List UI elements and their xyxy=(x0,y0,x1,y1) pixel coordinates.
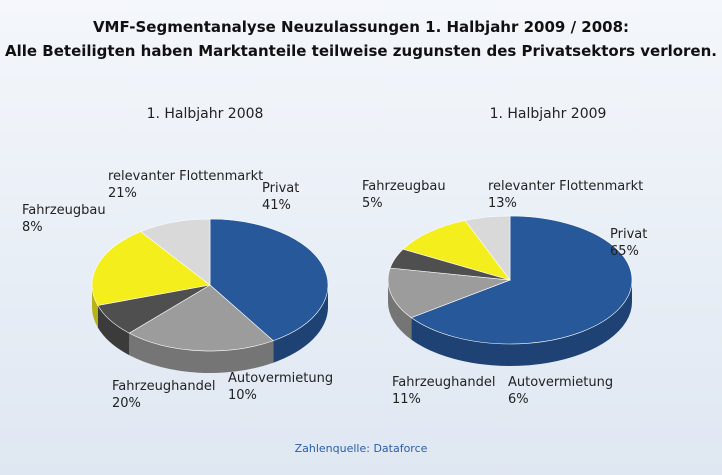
slice-label: Privat xyxy=(610,227,647,242)
slice-label: Fahrzeughandel xyxy=(392,375,495,390)
slice-side xyxy=(129,333,274,374)
slice-label: Privat xyxy=(262,181,299,196)
slice-value-label: 13% xyxy=(488,196,517,211)
slice-label: Fahrzeugbau xyxy=(22,203,106,218)
pie-slice xyxy=(464,215,511,281)
pie-slice xyxy=(128,284,274,352)
slice-side xyxy=(273,285,328,363)
page-subtitle: Alle Beteiligten haben Marktanteile teil… xyxy=(5,42,717,60)
slice-value-label: 10% xyxy=(228,388,257,403)
slice-label: Autovermietung xyxy=(508,375,613,390)
slice-label: Fahrzeughandel xyxy=(112,379,215,394)
slice-value-label: 6% xyxy=(508,392,529,407)
page-title: VMF-Segmentanalyse Neuzulassungen 1. Hal… xyxy=(93,18,629,36)
slice-label: relevanter Flottenmarkt xyxy=(108,169,263,184)
slice-label: Autovermietung xyxy=(228,371,333,386)
slice-side-shade xyxy=(97,305,130,356)
slice-side-shade xyxy=(129,333,274,374)
slice-value-label: 11% xyxy=(392,392,421,407)
slice-value-label: 8% xyxy=(22,220,43,235)
pie-slice xyxy=(402,220,511,281)
pie-slice xyxy=(91,231,211,306)
slice-label: Fahrzeugbau xyxy=(362,179,446,194)
chart-title: 1. Halbjahr 2009 xyxy=(490,106,607,122)
slice-side xyxy=(388,280,412,340)
slice-side-shade xyxy=(411,280,632,366)
slice-side-shade xyxy=(388,280,412,340)
slice-label: relevanter Flottenmarkt xyxy=(488,179,643,194)
slice-side-shade xyxy=(273,285,328,363)
slice-value-label: 5% xyxy=(362,196,383,211)
pie-slice xyxy=(387,267,511,318)
pie-slice xyxy=(140,218,211,286)
slice-value-label: 41% xyxy=(262,198,291,213)
source: Zahlenquelle: Dataforce xyxy=(295,442,428,455)
slice-side xyxy=(97,305,130,356)
slice-value-label: 65% xyxy=(610,244,639,259)
slice-value-label: 21% xyxy=(108,186,137,201)
pie-slice xyxy=(209,218,329,342)
slice-value-label: 20% xyxy=(112,396,141,411)
chart-title: 1. Halbjahr 2008 xyxy=(147,106,264,122)
slice-side xyxy=(411,280,632,366)
pie-slice xyxy=(410,215,633,345)
